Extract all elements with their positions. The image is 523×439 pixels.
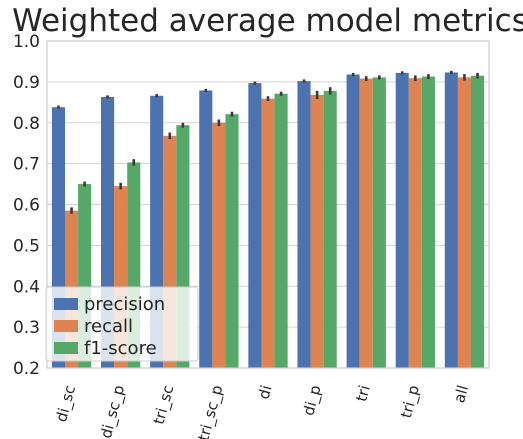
bar-f1-score-tri_sc_p — [225, 114, 239, 368]
bar-precision-tri_p — [395, 72, 409, 368]
x-tick-label: di_p — [299, 383, 325, 418]
bar-precision-di — [248, 83, 262, 368]
y-tick-label: 0.2 — [13, 359, 40, 379]
y-tick-label: 0.7 — [13, 155, 40, 175]
legend-swatch-recall — [54, 320, 78, 332]
bar-f1-score-tri_p — [421, 76, 435, 368]
legend-swatch-f1-score — [54, 342, 78, 354]
bar-f1-score-tri — [372, 77, 386, 368]
x-tick-label: di_sc — [52, 383, 80, 424]
legend-label: precision — [84, 294, 165, 315]
y-tick-label: 0.8 — [13, 114, 40, 134]
x-tick-label: tri — [352, 383, 374, 403]
y-tick-label: 0.3 — [13, 318, 40, 338]
x-tick-label: di_sc_p — [97, 383, 129, 439]
x-tick-label: tri_sc_p — [194, 383, 227, 439]
y-axis-ticks: 0.2 0.3 0.4 0.5 0.6 0.7 0.8 0.9 1.0 — [13, 32, 40, 379]
legend-swatch-precision — [54, 298, 78, 310]
y-tick-label: 0.6 — [13, 196, 40, 216]
bar-f1-score-di_p — [323, 90, 337, 369]
y-tick-label: 0.9 — [13, 73, 40, 93]
bar-recall-tri_p — [408, 78, 422, 368]
x-tick-label: di — [255, 383, 276, 401]
bar-precision-tri_sc_p — [199, 90, 213, 369]
legend-label: recall — [84, 316, 133, 337]
axes-frame — [46, 40, 490, 369]
x-axis-ticks: di_sc di_sc_p tri_sc tri_sc_p di di_p tri tri_p… — [52, 383, 472, 439]
error-bars — [57, 70, 479, 214]
bar-recall-tri_sc_p — [212, 122, 226, 368]
bar-recall-di_p — [310, 94, 324, 368]
legend-box — [45, 286, 199, 362]
bar-recall-di — [261, 98, 275, 368]
bar-precision-all — [444, 72, 458, 368]
x-tick-label: tri_p — [397, 383, 424, 420]
bar-precision-di_p — [297, 81, 311, 369]
bar-f1-score-all — [470, 75, 485, 369]
y-tick-label: 0.4 — [13, 277, 40, 297]
bar-precision-tri — [346, 74, 360, 368]
bar-recall-tri — [359, 78, 373, 368]
bar-recall-all — [457, 77, 471, 368]
bar-f1-score-di — [274, 93, 288, 368]
y-tick-label: 1.0 — [13, 32, 40, 52]
x-tick-label: tri_sc — [150, 383, 179, 426]
y-tick-label: 0.5 — [13, 236, 40, 256]
chart-title: Weighted average model metrics — [12, 3, 523, 39]
x-tick-label: all — [450, 383, 472, 405]
legend-label: f1-score — [84, 338, 157, 359]
